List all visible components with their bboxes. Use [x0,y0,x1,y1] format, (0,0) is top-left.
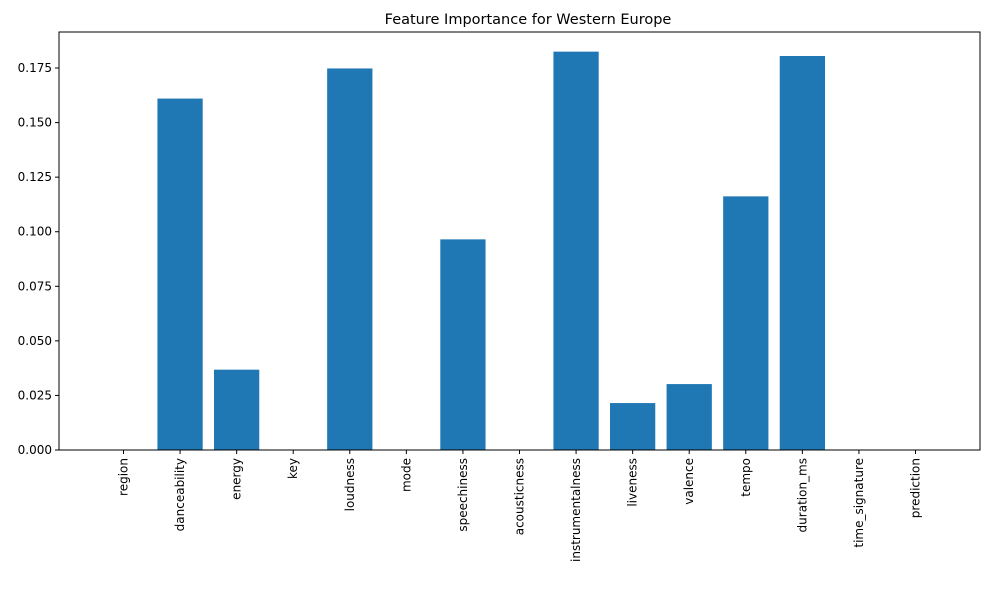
y-tick-label: 0.100 [18,225,52,239]
y-tick-label: 0.050 [18,334,52,348]
x-tick-label: prediction [909,458,923,518]
x-tick-label: danceability [173,458,187,531]
x-tick-label: liveness [626,458,640,507]
y-tick-label: 0.150 [18,116,52,130]
x-tick-label: duration_ms [795,458,809,532]
x-tick-label: valence [682,458,696,505]
x-tick-label: loudness [343,458,357,511]
bar-valence [666,384,712,450]
bar-danceability [157,98,203,451]
chart-title: Feature Importance for Western Europe [385,12,672,28]
x-tick-label: energy [230,458,244,500]
x-axis: region danceability energy key loudness mode s… [116,450,923,562]
bar-tempo [723,196,769,450]
y-tick-label: 0.175 [18,61,52,75]
bar-instrumentalness [553,51,599,451]
bar-duration_ms [779,56,825,451]
x-tick-label: acousticness [513,458,527,535]
bars-group [157,51,825,451]
x-tick-label: region [116,458,130,496]
plot-frame [58,31,981,451]
y-tick-label: 0.125 [18,170,52,184]
x-tick-label: tempo [739,458,753,497]
x-tick-label: instrumentalness [569,458,583,562]
bar-liveness [610,403,656,450]
x-tick-label: speechiness [456,458,470,532]
y-tick-label: 0.000 [18,443,52,457]
x-tick-label: mode [399,458,413,492]
x-tick-label: key [286,458,300,479]
y-tick-label: 0.075 [18,279,52,293]
bar-speechiness [440,239,486,450]
bar-loudness [327,68,373,451]
bar-energy [214,369,260,450]
x-tick-label: time_signature [852,458,866,548]
y-tick-label: 0.025 [18,388,52,402]
y-axis: 0.000 0.025 0.050 0.075 0.100 0.125 0.150 0.175 [18,61,59,457]
